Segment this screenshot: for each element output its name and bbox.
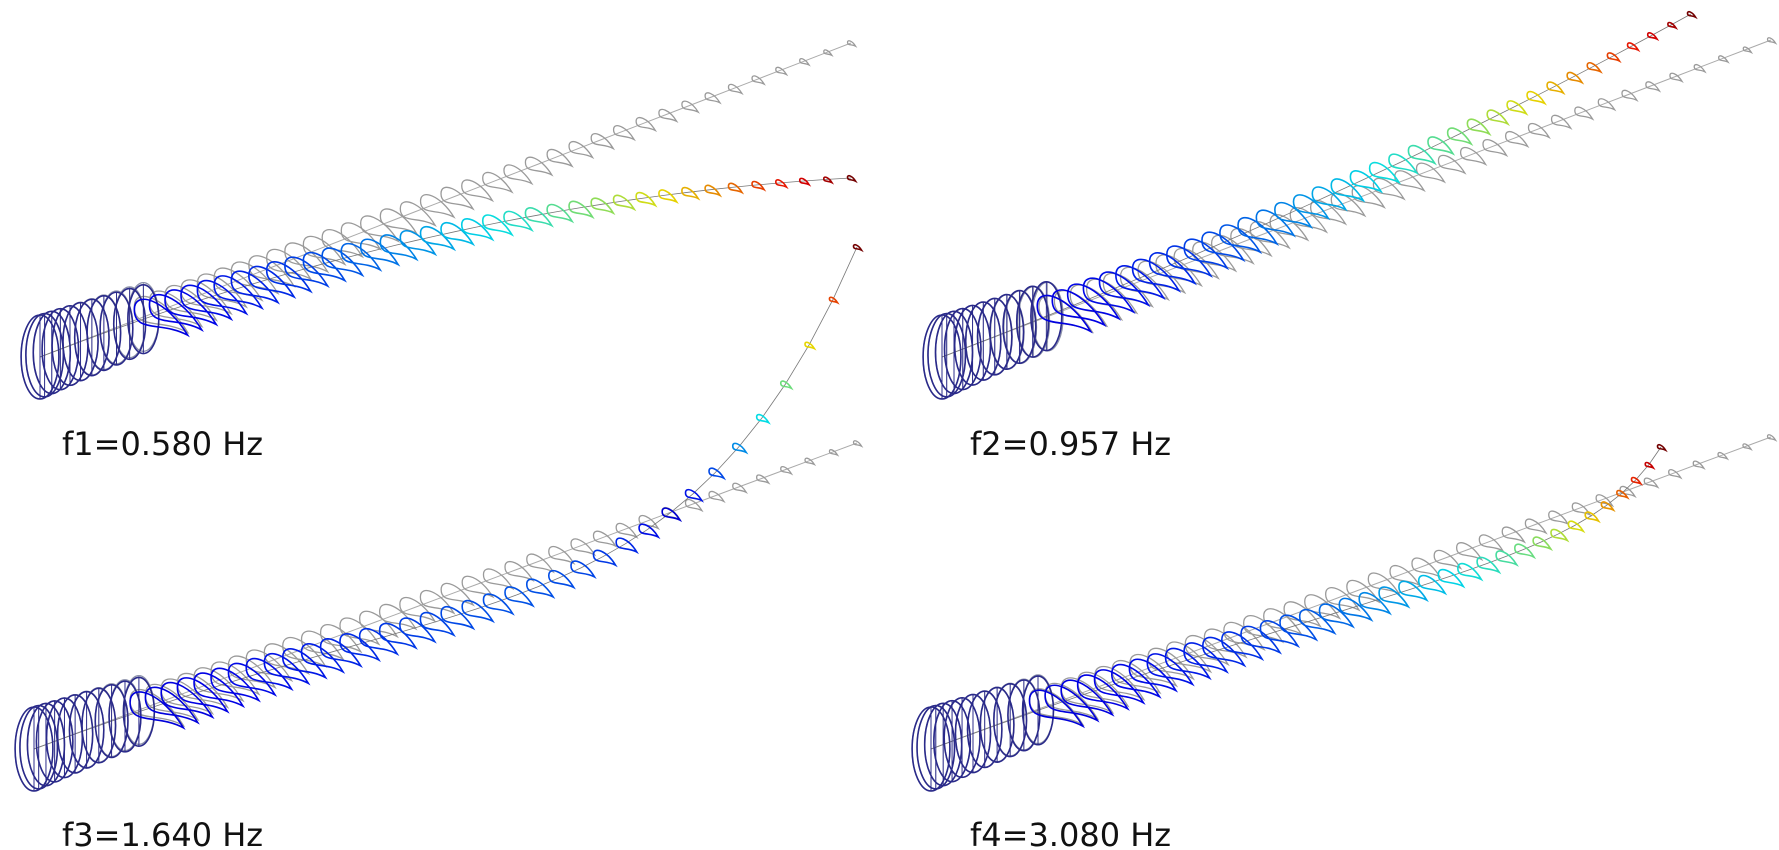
blade-section	[527, 554, 553, 572]
mode-panel	[923, 12, 1775, 399]
blade-section	[800, 178, 809, 184]
blade-section	[1607, 53, 1619, 61]
blade-section	[593, 550, 615, 565]
blade-section	[549, 547, 574, 564]
blade-section	[1527, 92, 1545, 104]
blade-section	[1658, 445, 1666, 450]
frequency-label: f1=0.580 Hz	[62, 425, 263, 463]
blade-section	[302, 644, 343, 672]
blade-section	[421, 195, 454, 217]
blade-section	[1461, 148, 1486, 165]
blade-section	[1399, 581, 1427, 600]
blade-section	[1390, 566, 1419, 586]
blade-section	[1448, 128, 1471, 144]
blade-section	[1166, 648, 1210, 678]
mode-panel	[21, 41, 855, 399]
blade-section	[616, 538, 637, 552]
blade-section	[420, 591, 453, 613]
blade-section	[824, 177, 832, 182]
blade-section	[1551, 529, 1567, 540]
blade-section	[380, 209, 416, 233]
blade-section	[805, 342, 814, 348]
blade-section	[1244, 616, 1283, 642]
blade-section	[1467, 119, 1489, 134]
blade-section	[848, 176, 856, 181]
blade-section	[848, 41, 856, 46]
blade-section	[1525, 519, 1546, 533]
blade-section	[1457, 543, 1482, 560]
blade-section	[1438, 155, 1464, 173]
blade-section	[400, 202, 435, 225]
mode-panel	[15, 245, 861, 791]
blade-section	[420, 613, 453, 635]
blade-section	[483, 172, 512, 192]
blade-section	[1507, 101, 1526, 114]
blade-section	[380, 604, 416, 628]
blade-section	[781, 381, 792, 388]
blade-section	[483, 569, 512, 589]
mode-shape-figure: f1=0.580 Hz f2=0.957 Hz f3=1.640 Hz f4=3…	[0, 0, 1779, 850]
blade-section	[264, 654, 308, 684]
deformed-axis	[931, 447, 1661, 749]
blade-section	[757, 415, 769, 423]
blade-section	[1487, 110, 1508, 124]
frequency-label: f2=0.957 Hz	[970, 425, 1171, 463]
blade-section	[483, 594, 512, 614]
blade-section	[400, 618, 435, 641]
blade-section	[1339, 598, 1371, 620]
blade-section	[639, 524, 658, 537]
blade-section	[854, 441, 862, 446]
blade-section	[1319, 604, 1352, 626]
blade-section	[1479, 535, 1502, 551]
blade-section	[1428, 137, 1453, 154]
blade-section	[1768, 38, 1776, 43]
frequency-label: f4=3.080 Hz	[970, 816, 1171, 850]
blade-section	[1373, 178, 1404, 199]
blade-section	[1587, 63, 1600, 72]
page: {"panels": [ {"label": "f1=0.580 Hz"}, {…	[0, 0, 1779, 850]
blade-section	[829, 297, 837, 302]
blade-section	[462, 180, 493, 201]
blade-section	[1547, 82, 1563, 93]
blade-section	[1347, 580, 1379, 602]
blade-section	[593, 531, 615, 546]
blade-section	[380, 235, 416, 259]
blade-section	[854, 245, 862, 250]
blade-section	[1768, 435, 1776, 440]
blade-section	[616, 523, 637, 537]
deformed-axis	[34, 247, 857, 749]
frequency-label: f3=1.640 Hz	[62, 816, 263, 850]
blade-section	[571, 539, 594, 555]
blade-section	[1502, 527, 1524, 542]
blade-section	[1434, 550, 1460, 568]
mode-panel	[912, 435, 1775, 791]
blade-section	[1688, 12, 1696, 17]
blade-section	[1290, 208, 1326, 232]
blade-section	[1567, 72, 1582, 82]
blade-section	[1568, 521, 1583, 531]
blade-section	[1395, 171, 1424, 191]
blade-section	[361, 216, 398, 241]
